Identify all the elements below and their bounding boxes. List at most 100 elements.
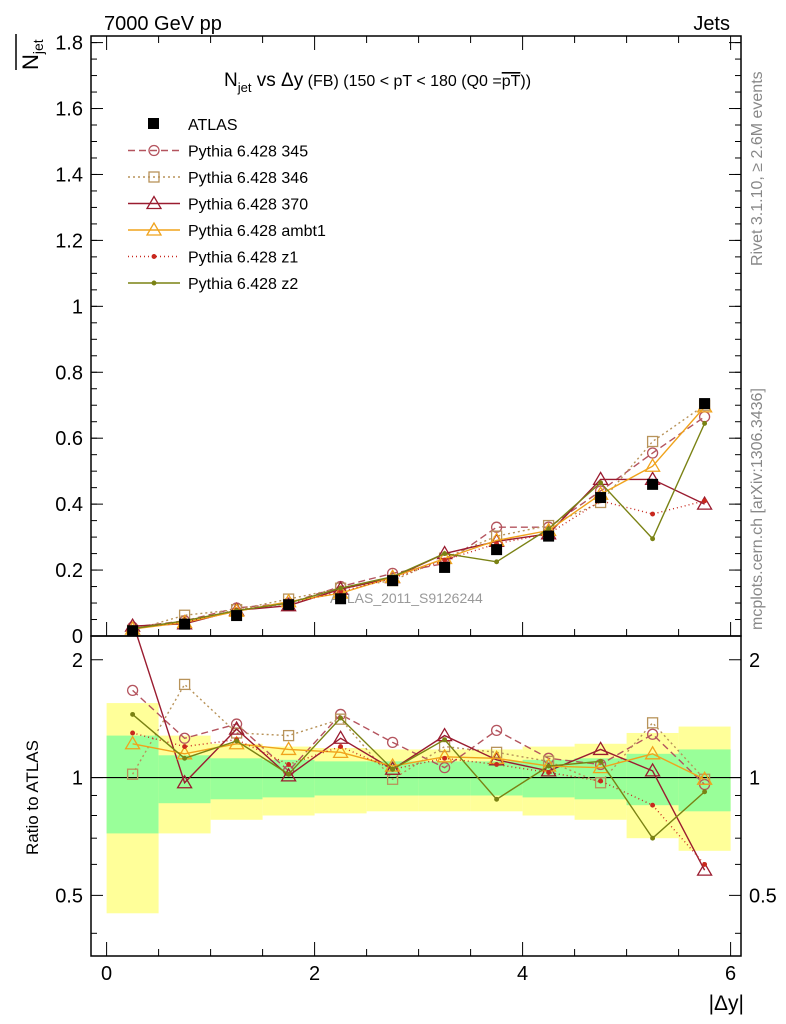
band-inner xyxy=(626,753,679,806)
series-5-ratio-point xyxy=(494,796,500,802)
y-tick-label: 0.8 xyxy=(55,362,83,384)
legend-entry: Pythia 6.428 346 xyxy=(128,170,308,187)
band-inner xyxy=(158,755,211,804)
title-n: N xyxy=(224,70,238,91)
x-tick-label: 2 xyxy=(309,963,320,985)
ratio-tick-label-right: 2 xyxy=(749,650,760,672)
series-5-point xyxy=(338,585,344,591)
ylabel-top: Njet xyxy=(15,34,46,70)
series-2-ratio-point xyxy=(176,774,193,789)
legend-label: Pythia 6.428 z2 xyxy=(188,276,298,293)
series-4-point xyxy=(650,511,656,517)
y-tick-label: 1.6 xyxy=(55,99,83,121)
y-tick-label: 0.2 xyxy=(55,560,83,582)
series-1-ratio-point xyxy=(126,768,139,780)
series-0-point xyxy=(698,411,711,423)
band-inner xyxy=(314,761,367,796)
legend-label: Pythia 6.428 370 xyxy=(188,197,308,214)
band-inner xyxy=(210,758,263,800)
series-3-ratio-point xyxy=(436,748,453,763)
plot-layer xyxy=(124,398,713,876)
legend-marker xyxy=(148,171,160,183)
x-tick-label: 0 xyxy=(101,963,112,985)
legend-entry: Pythia 6.428 345 xyxy=(128,144,308,161)
series-0-ratio-point xyxy=(178,732,191,744)
atlas-point xyxy=(491,544,503,556)
series-4-ratio-point xyxy=(494,762,500,767)
ratio-tick-label: 1 xyxy=(72,768,83,790)
atlas-point xyxy=(543,530,555,542)
y-tick-label: 1.2 xyxy=(55,230,83,252)
series-0-ratio-point xyxy=(646,728,659,740)
legend-marker xyxy=(145,221,163,236)
series-4-point xyxy=(442,557,448,563)
header-right: Jets xyxy=(693,13,730,35)
series-4-ratio-point xyxy=(286,762,292,767)
atlas-point xyxy=(179,618,191,630)
series-3-line xyxy=(132,406,706,630)
series-5-ratio-point xyxy=(286,771,292,777)
legend-marker xyxy=(151,280,157,286)
series-5-point xyxy=(494,559,500,565)
series-5-ratio-point xyxy=(390,766,396,772)
title-fb: (FB) xyxy=(303,73,343,90)
y-tick-label: 0.6 xyxy=(55,428,83,450)
series-5-ratio-point xyxy=(338,715,344,721)
ylabel-n: N xyxy=(18,54,43,70)
series-5-point xyxy=(546,526,552,532)
legend-label: Pythia 6.428 ambt1 xyxy=(188,223,326,240)
legend-label: ATLAS xyxy=(188,117,238,134)
y-tick-label: 1 xyxy=(72,296,83,318)
legend-entry: Pythia 6.428 370 xyxy=(128,195,308,214)
series-2-ratio-point xyxy=(540,762,557,777)
series-4-ratio-point xyxy=(598,778,604,784)
atlas-point xyxy=(231,610,243,622)
atlas-point xyxy=(699,398,711,410)
series-1-ratio-point xyxy=(334,713,347,725)
series-1-ratio-point xyxy=(490,746,503,758)
series-3-ratio-point xyxy=(280,741,297,756)
atlas-point xyxy=(439,561,451,573)
series-5-line xyxy=(132,423,706,630)
legend: ATLAS Pythia 6.428 345 Pythia 6.428 346 Pyt… xyxy=(128,117,326,293)
atlas-point xyxy=(283,599,295,611)
series-2-ratio-point xyxy=(228,720,245,735)
series-1-ratio-point xyxy=(646,717,659,729)
ylabel-jet: jet xyxy=(30,39,46,55)
x-tick-label: 6 xyxy=(725,963,736,985)
series-4-ratio-point xyxy=(130,730,136,736)
series-2-ratio-point xyxy=(592,741,609,756)
legend-entry: ATLAS xyxy=(148,117,238,134)
series-4-ratio-point xyxy=(650,802,656,808)
series-4-ratio-point xyxy=(338,744,344,750)
series-1-ratio-point xyxy=(594,777,607,789)
y-tick-label: 0 xyxy=(72,626,83,648)
legend-marker xyxy=(145,195,163,210)
series-3-ratio-point xyxy=(124,735,141,750)
series-2-ratio-point xyxy=(332,729,349,744)
series-5-point xyxy=(598,480,604,486)
series-4-point xyxy=(702,498,708,504)
title-vs: vs xyxy=(251,70,281,91)
series-4-ratio-point xyxy=(442,755,448,761)
series-1-ratio-line xyxy=(131,683,706,784)
atlas-point xyxy=(595,492,607,504)
series-1-point xyxy=(646,435,659,448)
series-5-point xyxy=(442,551,448,557)
y-tick-label: 1.8 xyxy=(55,33,83,55)
series-5-ratio-point xyxy=(598,758,604,764)
atlas-point xyxy=(387,575,399,587)
ylabel-ratio: Ratio to ATLAS xyxy=(23,740,42,855)
main-plot xyxy=(124,398,713,636)
series-2-ratio-point xyxy=(384,760,401,775)
series-0-ratio-point xyxy=(386,736,399,749)
series-0-ratio-point xyxy=(490,724,503,737)
series-4-ratio-point xyxy=(702,861,708,867)
series-4-ratio-point xyxy=(546,770,552,775)
legend-label: Pythia 6.428 z1 xyxy=(188,250,298,267)
series-2-point xyxy=(696,495,713,510)
series-5-ratio-point xyxy=(182,755,188,761)
series-1-ratio-point xyxy=(282,729,295,742)
series-0-ratio-line xyxy=(132,689,706,786)
